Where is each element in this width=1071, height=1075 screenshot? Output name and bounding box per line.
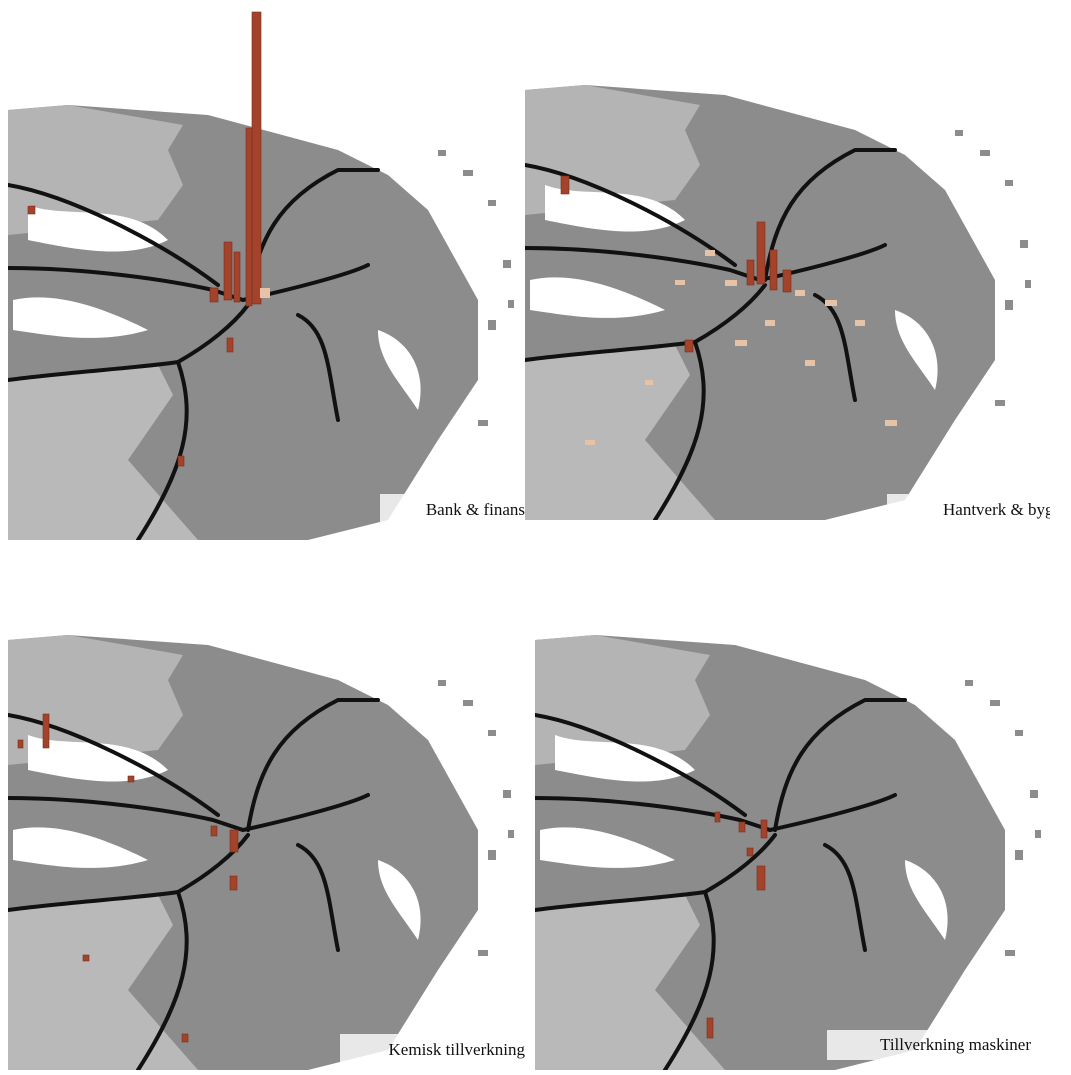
small-bars	[585, 250, 897, 445]
bar	[209, 287, 219, 303]
map-panel: Kemisk tillverkning	[8, 628, 533, 1070]
bar	[127, 775, 135, 783]
bar	[706, 1017, 714, 1039]
panel-label: Kemisk tillverkning	[389, 1040, 526, 1059]
bar	[223, 241, 233, 301]
bar	[233, 251, 241, 303]
bar	[251, 11, 262, 305]
base-map	[8, 628, 533, 1070]
panel-label: Tillverkning maskiner	[880, 1035, 1031, 1054]
bar	[245, 127, 253, 307]
bar	[738, 821, 746, 833]
bar	[760, 819, 768, 839]
base-map	[8, 98, 533, 540]
base-map	[525, 78, 1050, 520]
panel-label: Bank & finans	[426, 500, 525, 519]
map-panel: Hantverk & bygg	[525, 78, 1062, 520]
bar	[27, 205, 36, 215]
bar	[260, 288, 270, 298]
bar	[714, 811, 721, 823]
bar	[82, 954, 90, 962]
label-bg	[887, 494, 1047, 520]
label-bg	[827, 1030, 1057, 1060]
bar	[17, 739, 24, 749]
bar	[226, 337, 234, 353]
bar	[756, 865, 766, 891]
bar	[181, 1033, 189, 1043]
base-map	[535, 628, 1060, 1070]
map-panel: Bank & finans	[8, 11, 533, 540]
map-panel: Tillverkning maskiner	[535, 628, 1060, 1070]
bar	[210, 825, 218, 837]
bar	[782, 269, 792, 293]
bar	[177, 455, 185, 467]
bar	[229, 829, 239, 853]
bar	[684, 339, 694, 353]
bar	[756, 221, 766, 285]
panel-label: Hantverk & bygg	[943, 500, 1062, 519]
bar	[42, 713, 50, 749]
bar	[560, 175, 570, 195]
bar	[769, 249, 778, 291]
bar	[229, 875, 238, 891]
label-bg	[340, 1034, 530, 1064]
bar	[746, 259, 755, 286]
label-bg	[380, 494, 530, 524]
bar	[746, 847, 754, 857]
